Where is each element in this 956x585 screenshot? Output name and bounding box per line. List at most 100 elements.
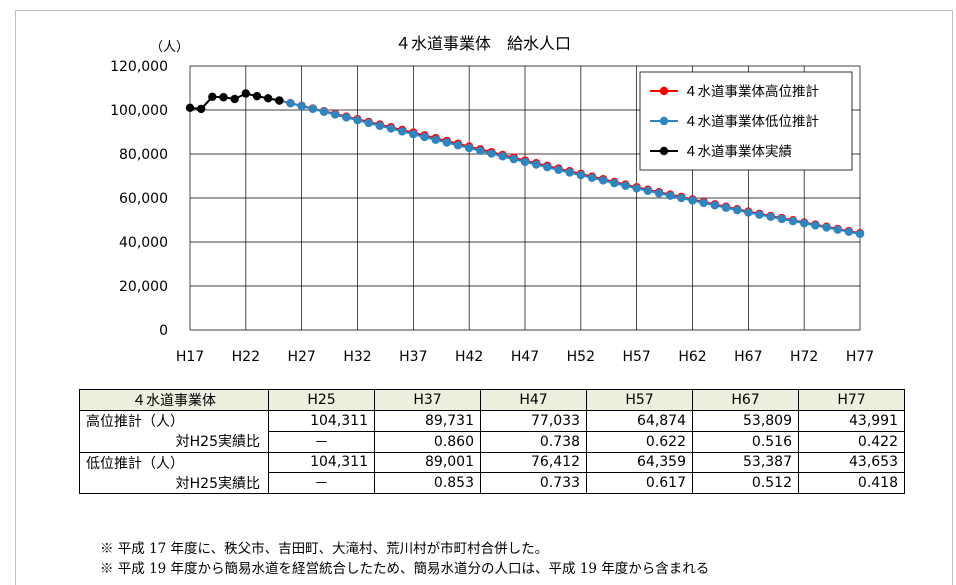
data-point	[375, 121, 385, 130]
table-cell: 64,359	[586, 451, 693, 473]
data-point	[777, 214, 787, 224]
series-layer	[185, 89, 865, 239]
table-cell: 89,001	[374, 451, 481, 473]
data-point	[632, 184, 641, 193]
data-point	[855, 229, 865, 239]
data-point	[386, 124, 396, 133]
data-point	[286, 99, 295, 108]
population-line-chart: ４水道事業体 給水人口 （人） 0 20,000 40,000 60,000 80,00…	[110, 34, 874, 365]
table-header-cell: H77	[798, 389, 905, 411]
footnote-simple-water: ※ 平成 19 年度から簡易水道を経営統合したため、簡易水道分の人口は、平成 1…	[100, 561, 710, 577]
data-point	[788, 216, 798, 226]
x-tick-label: H27	[287, 349, 315, 365]
legend-label: ４水道事業体実績	[684, 144, 792, 160]
data-point	[464, 143, 474, 153]
data-point	[665, 191, 675, 200]
x-tick-label: H47	[511, 349, 539, 365]
x-axis-ticks: H17 H22 H27 H32 H37 H42 H47 H52 H57 H62 H67 H72 H77	[176, 349, 874, 365]
table-header-cell: H67	[692, 389, 799, 411]
data-point	[643, 186, 653, 196]
table-cell: 89,731	[374, 410, 481, 432]
x-tick-label: H77	[846, 349, 874, 365]
data-point	[453, 141, 463, 150]
y-tick-label: 80,000	[119, 147, 168, 163]
data-point	[710, 201, 720, 210]
table-header-cell: H25	[268, 389, 375, 411]
table-header-row: ４水道事業体 H25 H37 H47 H57 H67 H77	[79, 389, 905, 411]
data-point	[342, 113, 351, 122]
y-tick-label: 0	[159, 323, 168, 339]
x-tick-label: H42	[455, 349, 483, 365]
figure-frame	[15, 10, 953, 585]
table-cell: 0.738	[480, 430, 587, 453]
table-cell: －	[268, 430, 375, 453]
data-point	[509, 154, 519, 164]
data-point	[431, 135, 440, 144]
data-point	[732, 205, 742, 215]
data-point	[677, 193, 686, 203]
table-row-low-estimate: 低位推計（人） 104,311 89,001 76,412 64,359 53,…	[79, 451, 905, 473]
data-point	[498, 152, 507, 161]
data-point	[799, 219, 809, 228]
x-tick-label: H22	[232, 349, 260, 365]
data-point	[543, 163, 552, 172]
table-row-high-estimate: 高位推計（人） 104,311 89,731 77,033 64,874 53,…	[79, 410, 905, 432]
table-cell: 0.418	[798, 472, 905, 494]
data-point	[364, 118, 373, 128]
data-point	[688, 196, 697, 205]
y-axis-unit-label: （人）	[150, 40, 189, 55]
data-point	[531, 160, 541, 169]
row-label: 高位推計（人）	[79, 410, 269, 431]
data-point	[409, 130, 418, 139]
data-point	[766, 212, 775, 222]
x-tick-label: H17	[176, 349, 204, 365]
table-cell: 0.853	[374, 472, 481, 494]
table-cell: 43,991	[798, 410, 905, 432]
projection-table: ４水道事業体 H25 H37 H47 H57 H67 H77 高位推計（人） 1…	[79, 389, 905, 494]
data-point	[185, 103, 195, 113]
data-point	[576, 170, 586, 180]
data-point	[241, 89, 251, 98]
data-point	[420, 132, 429, 142]
table-cell: 104,311	[268, 451, 375, 473]
data-point	[487, 149, 496, 158]
x-tick-label: H67	[734, 349, 762, 365]
series-2	[185, 89, 284, 114]
data-point	[196, 104, 206, 114]
data-point	[230, 94, 239, 104]
data-point	[219, 93, 228, 102]
x-tick-label: H32	[343, 349, 371, 365]
data-point	[263, 94, 273, 103]
table-cell: 76,412	[480, 451, 587, 473]
data-point	[353, 115, 362, 125]
data-point	[442, 138, 452, 147]
legend-label: ４水道事業体低位推計	[684, 114, 819, 130]
data-point	[554, 165, 563, 175]
table-cell: 53,387	[692, 451, 799, 473]
y-tick-label: 40,000	[119, 235, 168, 251]
data-point	[811, 221, 820, 230]
data-point	[565, 168, 574, 177]
table-cell: 77,033	[480, 410, 587, 432]
table-header-cell: H37	[374, 389, 481, 411]
table-header-cell: H57	[586, 389, 693, 411]
data-point	[598, 176, 608, 185]
table-cell: －	[268, 472, 375, 494]
data-point	[587, 173, 597, 182]
data-point	[822, 223, 831, 232]
y-tick-label: 20,000	[119, 279, 168, 295]
legend-marker	[659, 86, 669, 96]
data-point	[208, 92, 217, 102]
data-point	[755, 210, 764, 219]
y-tick-label: 60,000	[119, 191, 168, 207]
table-cell: 0.617	[586, 472, 693, 494]
data-point	[833, 225, 842, 234]
data-point	[699, 198, 708, 208]
data-point	[520, 157, 530, 167]
data-point	[721, 203, 731, 212]
data-point	[297, 101, 306, 111]
x-tick-label: H72	[790, 349, 818, 365]
table-row-low-ratio: 対H25実績比 － 0.853 0.733 0.617 0.512 0.418	[79, 472, 905, 494]
x-tick-label: H62	[678, 349, 706, 365]
data-point	[610, 178, 619, 188]
